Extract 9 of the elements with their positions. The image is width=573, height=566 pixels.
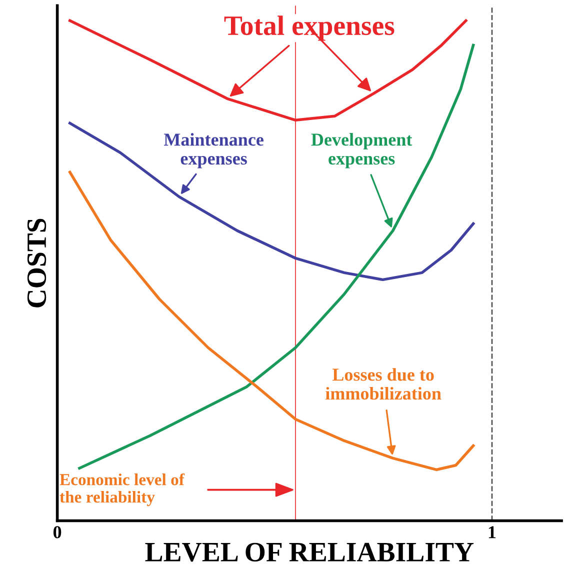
series-label: Losses due to immobilization (326, 368, 442, 400)
series-label: Total expenses (224, 16, 394, 41)
x-axis-title: LEVEL OF RELIABILITY (145, 542, 474, 562)
x-tick-label: 0 (53, 526, 62, 538)
series-label: Maintenance expenses (164, 133, 264, 168)
y-axis-title: COSTS (27, 218, 46, 308)
x-tick-label: 1 (488, 526, 496, 538)
series-label: Development expenses (311, 133, 412, 168)
annotation: Economic level of the reliability (60, 473, 185, 506)
